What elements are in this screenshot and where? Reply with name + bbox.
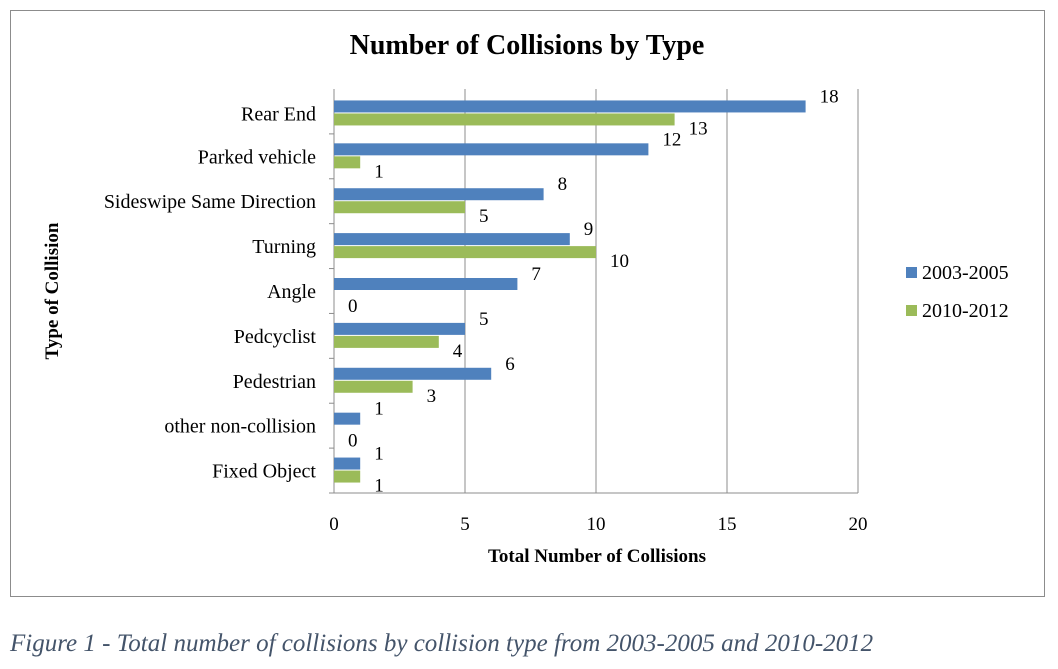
- legend-label: 2003-2005: [922, 262, 1009, 284]
- figure-caption: Figure 1 - Total number of collisions by…: [10, 630, 874, 657]
- data-label: 0: [348, 431, 358, 452]
- data-label: 1: [374, 161, 384, 182]
- bar-2010-2012: [334, 246, 596, 259]
- category-label: Turning: [252, 236, 316, 258]
- data-label: 7: [531, 264, 541, 285]
- data-label: 0: [348, 296, 358, 317]
- category-label: Pedcyclist: [234, 326, 317, 348]
- legend-swatch: [906, 267, 917, 278]
- x-tick-label: 15: [718, 514, 737, 535]
- bar-2003-2005: [334, 188, 544, 201]
- legend-swatch: [906, 305, 917, 316]
- category-label: Rear End: [241, 103, 316, 125]
- x-tick-label: 5: [460, 514, 470, 535]
- legend-label: 2010-2012: [922, 300, 1009, 322]
- category-label: Angle: [267, 281, 316, 303]
- bar-2010-2012: [334, 113, 675, 126]
- x-axis-title: Total Number of Collisions: [488, 546, 706, 567]
- bar-2003-2005: [334, 367, 492, 380]
- bar-2010-2012: [334, 156, 361, 169]
- category-label: Sideswipe Same Direction: [104, 191, 316, 213]
- data-label: 12: [662, 129, 681, 150]
- chart-frame: [10, 10, 1045, 597]
- bar-2010-2012: [334, 470, 361, 483]
- data-label: 5: [479, 206, 489, 227]
- category-label: other non-collision: [164, 416, 316, 438]
- data-label: 13: [689, 118, 708, 139]
- bar-2010-2012: [334, 380, 413, 393]
- bar-2003-2005: [334, 233, 570, 246]
- data-label: 3: [427, 386, 437, 407]
- data-label: 1: [374, 476, 384, 497]
- x-tick-label: 0: [329, 514, 339, 535]
- bar-2010-2012: [334, 201, 465, 214]
- bar-2003-2005: [334, 278, 518, 290]
- data-label: 5: [479, 309, 489, 330]
- data-label: 10: [610, 251, 629, 272]
- x-tick-label: 20: [849, 514, 868, 535]
- bar-2003-2005: [334, 100, 806, 113]
- data-label: 8: [558, 174, 568, 195]
- bar-2003-2005: [334, 457, 361, 470]
- data-label: 1: [374, 444, 384, 465]
- data-label: 4: [453, 341, 463, 362]
- data-label: 1: [374, 399, 384, 420]
- x-tick-label: 10: [587, 514, 606, 535]
- bar-2010-2012: [334, 335, 439, 348]
- category-label: Pedestrian: [233, 371, 316, 393]
- data-label: 9: [584, 219, 594, 240]
- bar-2003-2005: [334, 412, 361, 425]
- bar-2003-2005: [334, 322, 465, 335]
- y-axis-title: Type of Collision: [42, 222, 63, 359]
- data-label: 18: [820, 86, 839, 107]
- chart-title: Number of Collisions by Type: [350, 30, 705, 61]
- category-label: Fixed Object: [212, 461, 316, 483]
- category-label: Parked vehicle: [198, 146, 316, 168]
- data-label: 6: [505, 354, 515, 375]
- bar-2003-2005: [334, 143, 649, 156]
